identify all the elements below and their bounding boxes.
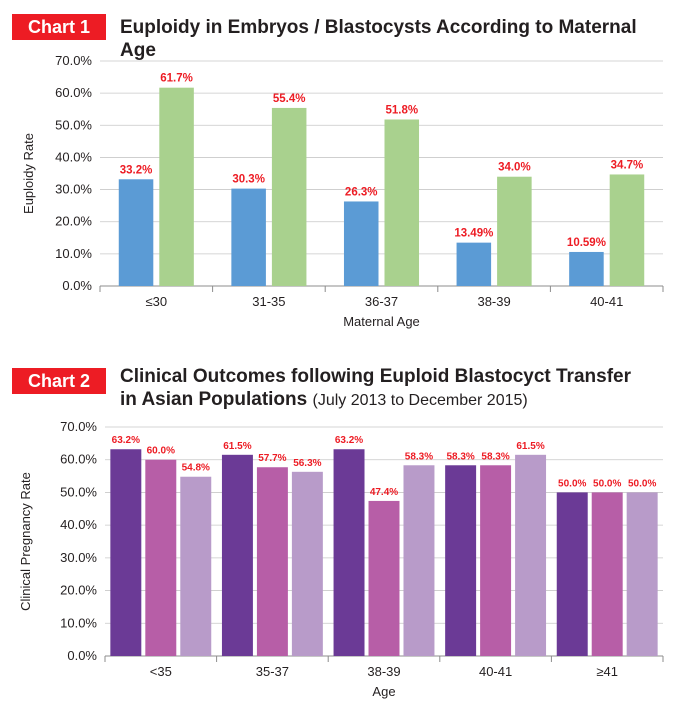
- bar: [609, 174, 645, 286]
- y-tick-label: 60.0%: [60, 452, 97, 467]
- data-label: 34.7%: [611, 159, 644, 171]
- y-tick-label: 50.0%: [60, 484, 97, 499]
- x-tick-label: ≤30: [145, 294, 167, 309]
- bar: [456, 242, 492, 286]
- y-tick-label: 0.0%: [62, 278, 92, 293]
- bar: [556, 492, 588, 656]
- y-tick-label: 10.0%: [60, 615, 97, 630]
- x-tick-label: 31-35: [252, 294, 285, 309]
- data-label: 50.0%: [593, 478, 621, 489]
- y-tick-label: 70.0%: [55, 53, 92, 68]
- data-label: 10.59%: [567, 237, 606, 249]
- bar: [626, 492, 658, 656]
- bar: [291, 471, 323, 656]
- data-label: 13.49%: [454, 228, 493, 240]
- chart-title: Euploidy in Embryos / Blastocysts Accord…: [120, 17, 637, 61]
- y-tick-label: 40.0%: [60, 517, 97, 532]
- y-tick-label: 20.0%: [60, 583, 97, 598]
- bar: [445, 465, 477, 656]
- bar: [497, 176, 532, 286]
- data-label: 63.2%: [112, 435, 140, 446]
- data-label: 26.3%: [345, 186, 378, 198]
- x-tick-label: 38-39: [367, 664, 400, 679]
- data-label: 61.7%: [160, 73, 193, 85]
- data-label: 55.4%: [273, 93, 306, 105]
- bar: [118, 179, 154, 286]
- y-tick-label: 70.0%: [60, 419, 97, 434]
- data-label: 54.8%: [182, 463, 210, 474]
- y-tick-label: 40.0%: [55, 149, 92, 164]
- data-label: 60.0%: [147, 446, 175, 457]
- data-label: 50.0%: [558, 478, 586, 489]
- chart-plot: 0.0% 10.0% 20.0% 30.0% 40.0% 50.0% 60.0% 70.0% 6…: [18, 419, 664, 699]
- x-tick-label: 40-41: [590, 294, 623, 309]
- bar: [403, 465, 435, 656]
- bar: [515, 454, 547, 656]
- bar: [159, 87, 194, 286]
- x-tick-label: 40-41: [479, 664, 512, 679]
- data-label: 47.4%: [370, 487, 398, 498]
- chart-title-line-1: Clinical Outcomes following Euploid Blas…: [120, 366, 631, 387]
- bar: [221, 454, 253, 656]
- chart-1: Chart 1 Euploidy in Embryos / Blastocyst…: [0, 0, 675, 345]
- bar: [180, 476, 212, 656]
- bar: [110, 449, 142, 656]
- chart-title-note: (July 2013 to December 2015): [312, 392, 528, 409]
- bar: [271, 107, 307, 286]
- x-tick-label: 35-37: [256, 664, 289, 679]
- chart-badge: Chart 1: [12, 14, 106, 40]
- x-tick-label: 36-37: [365, 294, 398, 309]
- data-label: 58.3%: [446, 451, 474, 462]
- bar: [591, 492, 623, 656]
- x-tick-label: <35: [150, 664, 172, 679]
- data-label: 63.2%: [335, 435, 363, 446]
- data-label: 61.5%: [223, 441, 251, 452]
- data-label: 58.3%: [405, 451, 433, 462]
- data-label: 61.5%: [516, 441, 544, 452]
- data-label: 57.7%: [258, 453, 286, 464]
- x-tick-label: 38-39: [477, 294, 510, 309]
- y-tick-label: 30.0%: [55, 182, 92, 197]
- bar: [333, 449, 365, 656]
- bar: [145, 459, 177, 656]
- bar: [384, 119, 420, 286]
- data-label: 51.8%: [385, 105, 418, 117]
- y-axis-label: Clinical Pregnancy Rate: [18, 472, 33, 611]
- y-tick-label: 10.0%: [55, 246, 92, 261]
- y-tick-label: 60.0%: [55, 85, 92, 100]
- y-tick-label: 20.0%: [55, 214, 92, 229]
- chart-plot: 0.0% 10.0% 20.0% 30.0% 40.0% 50.0% 60.0% 70.0% 3…: [21, 53, 664, 329]
- data-label: 30.3%: [232, 174, 265, 186]
- bar: [231, 188, 266, 286]
- chart-badge: Chart 2: [12, 368, 106, 394]
- y-tick-label: 50.0%: [55, 117, 92, 132]
- bar: [569, 251, 604, 286]
- y-tick-label: 0.0%: [67, 648, 97, 663]
- chart-2: Chart 2 Clinical Outcomes following Eupl…: [0, 355, 675, 708]
- x-axis-label: Age: [372, 684, 395, 699]
- bar: [368, 500, 400, 656]
- x-axis-label: Maternal Age: [343, 314, 420, 329]
- data-label: 56.3%: [293, 458, 321, 469]
- data-label: 50.0%: [628, 478, 656, 489]
- chart-title-line-2: in Asian Populations (July 2013 to Decem…: [120, 388, 631, 412]
- data-label: 33.2%: [120, 164, 153, 176]
- chart-title-line-2-main: in Asian Populations: [120, 389, 308, 410]
- bar: [256, 467, 288, 656]
- bar: [343, 201, 379, 286]
- y-tick-label: 30.0%: [60, 550, 97, 565]
- x-tick-label: ≥41: [596, 664, 618, 679]
- data-label: 58.3%: [481, 451, 509, 462]
- bar: [480, 465, 512, 656]
- data-label: 34.0%: [498, 162, 531, 174]
- y-axis-label: Euploidy Rate: [21, 133, 36, 214]
- chart-title: Clinical Outcomes following Euploid Blas…: [120, 365, 631, 412]
